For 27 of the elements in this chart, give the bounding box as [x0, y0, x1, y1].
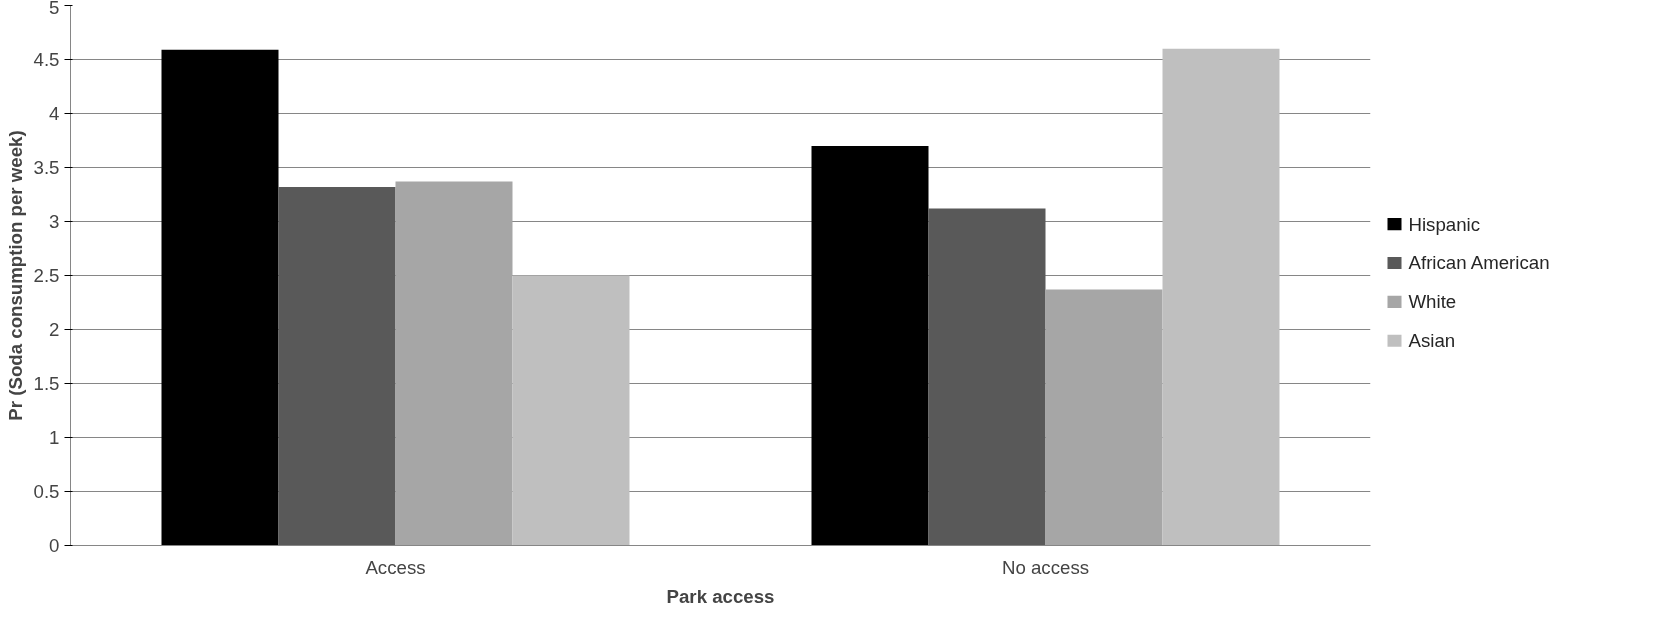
x-axis-title: Park access: [666, 585, 775, 607]
legend-label: African American: [1408, 252, 1550, 274]
bar: [395, 181, 513, 546]
bar: [1045, 289, 1163, 546]
bar: [928, 208, 1046, 546]
legend-label: White: [1408, 291, 1457, 313]
y-tick-label: 4: [49, 103, 60, 124]
bar: [161, 49, 279, 546]
legend-label: Hispanic: [1408, 213, 1481, 235]
y-axis-title: Pr (Soda consumption per week): [4, 130, 26, 421]
y-tick-label: 5: [49, 0, 60, 18]
y-tick-label: 0.5: [33, 481, 60, 502]
bar: [278, 186, 396, 546]
y-tick-label: 1.5: [33, 373, 60, 394]
bar: [512, 275, 630, 546]
bar: [1162, 48, 1280, 546]
y-tick-label: 4.5: [33, 49, 60, 70]
y-tick-label: 1: [49, 427, 60, 448]
y-tick-label: 2: [49, 319, 60, 340]
y-tick-label: 3: [49, 211, 60, 232]
bar: [811, 145, 929, 546]
y-tick-label: 0: [49, 535, 60, 556]
y-tick-label: 3.5: [33, 157, 60, 178]
y-tick-label: 2.5: [33, 265, 60, 286]
legend-label: Asian: [1408, 330, 1456, 352]
x-tick-label: Access: [365, 556, 426, 578]
x-tick-label: No access: [1001, 556, 1090, 578]
